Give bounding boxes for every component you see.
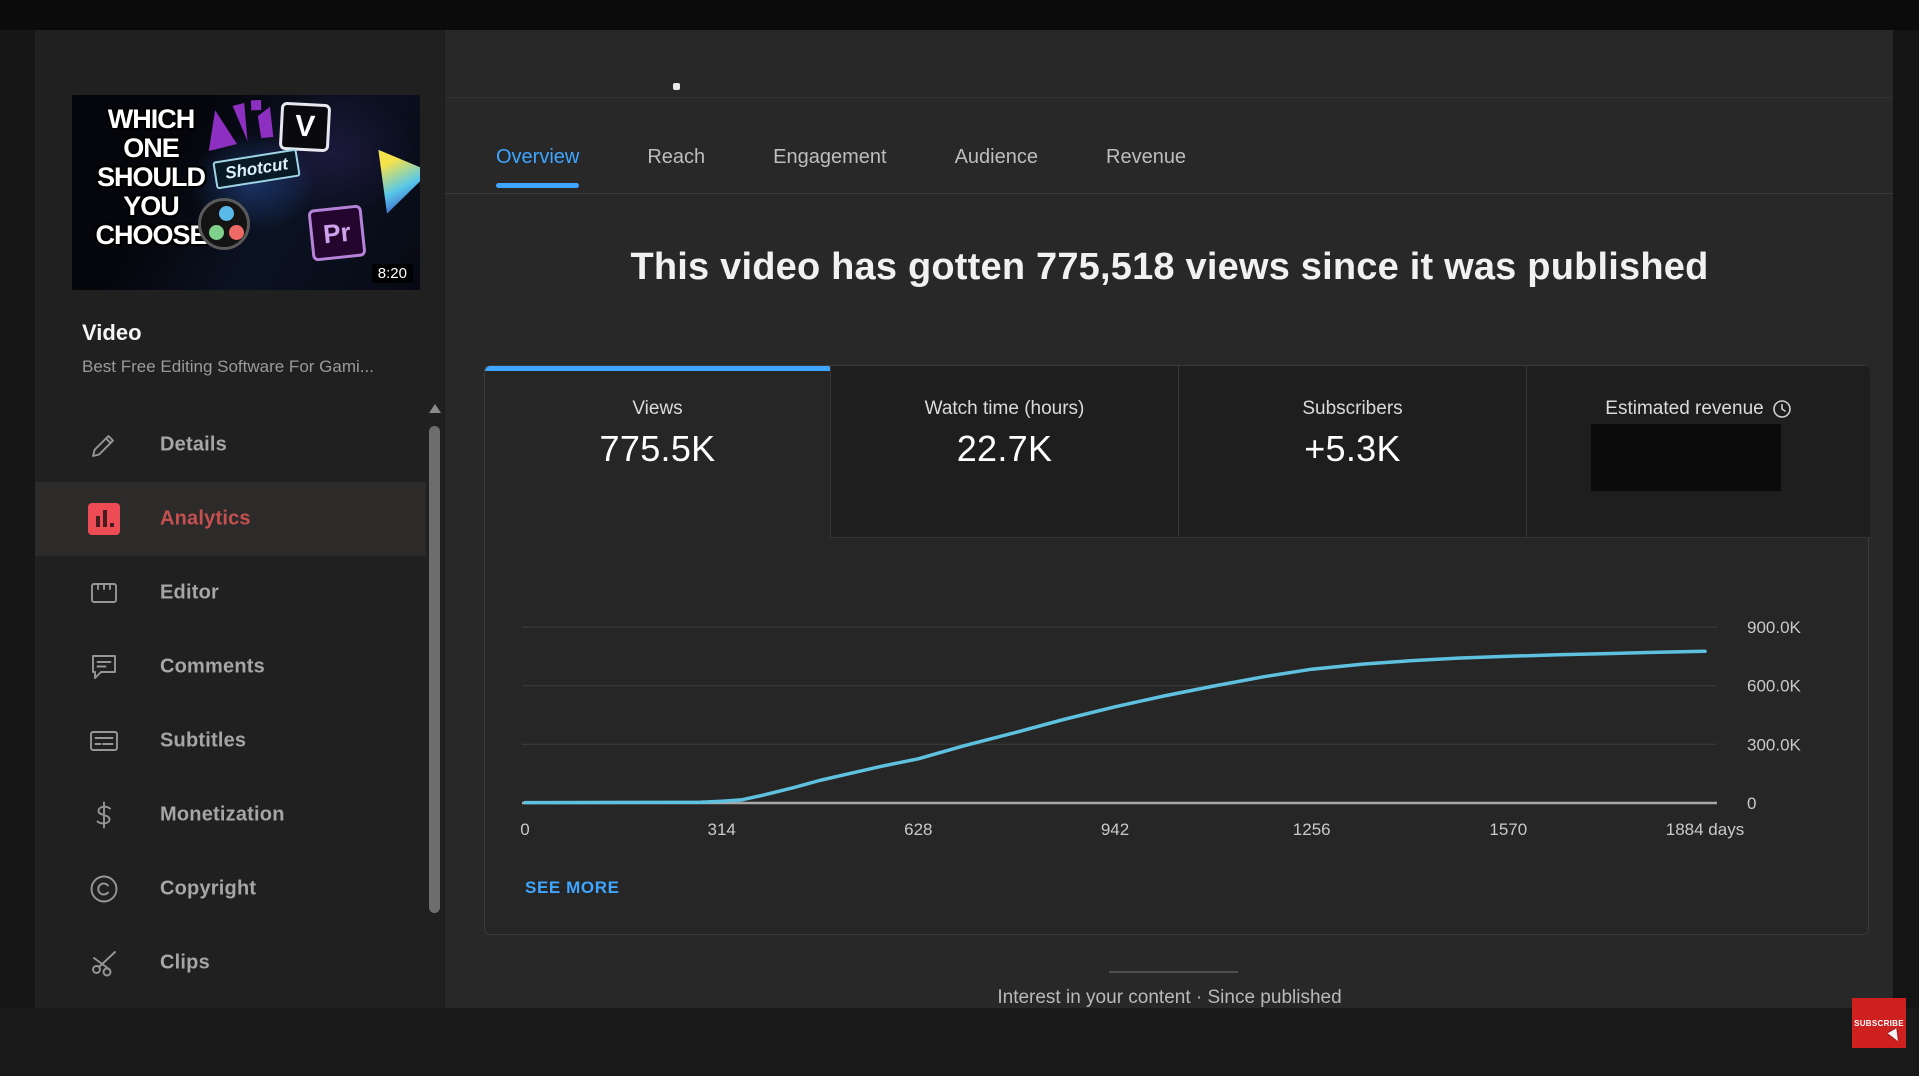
cursor-icon [1887,1028,1903,1044]
thumbnail-text: WHICH ONE SHOULD YOU CHOOSE [86,105,216,250]
letterbox-bottom [0,1008,1919,1076]
sidebar-scrollbar[interactable] [429,426,440,913]
metric-card-estimated-revenue[interactable]: Estimated revenue [1526,366,1870,538]
clipped-title-artifact [673,83,680,90]
tab-audience[interactable]: Audience [954,146,1038,168]
see-more-link[interactable]: SEE MORE [525,878,620,897]
metric-value: 775.5K [599,428,716,469]
thumbnail-text-line: YOU [123,191,180,221]
sidebar-item-label: Subtitles [160,729,247,752]
svg-text:0: 0 [520,820,529,839]
scrollbar-up-arrow-icon[interactable] [429,404,441,413]
thumbnail-text-line: CHOOSE [95,220,207,250]
metric-value: 22.7K [956,428,1053,469]
metric-label: Watch time (hours) [924,398,1085,419]
letterbox-top [0,0,1919,30]
monetization-icon [96,801,111,829]
next-section-title: Interest in your content · Since publish… [997,987,1342,1008]
sidebar-item-monetization[interactable]: Monetization [35,778,426,852]
metric-value: +5.3K [1304,428,1401,469]
tab-overview[interactable]: Overview [496,128,580,188]
sidebar-item-label: Clips [160,951,210,974]
sidebar-item-comments[interactable]: Comments [35,630,426,704]
views-line-chart: 0 300.0K 600.0K 900.0K 0 314 628 942 1256 1570 188… [520,618,1802,839]
sidebar-item-copyright[interactable]: Copyright [35,852,426,926]
sidebar-item-clips[interactable]: Clips [35,926,426,1000]
copyright-icon [90,875,118,903]
avid-logo [194,95,283,165]
sidebar-item-details[interactable]: Details [35,408,426,482]
thumbnail-text-line: ONE [123,133,180,163]
svg-text:300.0K: 300.0K [1747,735,1802,754]
sidebar: WHICH ONE SHOULD YOU CHOOSE V Shotcut [35,30,444,1008]
svg-text:314: 314 [708,820,736,839]
svg-text:0: 0 [1747,794,1756,813]
next-card-divider [1109,971,1238,973]
tab-revenue[interactable]: Revenue [1106,146,1187,168]
letterbox-left [0,30,35,1076]
video-thumbnail: WHICH ONE SHOULD YOU CHOOSE V Shotcut [72,95,420,290]
sidebar-video-title: Best Free Editing Software For Gami... [82,357,374,376]
premiere-pro-logo: Pr [307,204,367,262]
sidebar-item-subtitles[interactable]: Subtitles [35,704,426,778]
tabs-divider [445,193,1894,194]
clips-icon [92,951,116,977]
views-headline: This video has gotten 775,518 views sinc… [630,246,1709,288]
v-editor-logo: V [278,101,332,153]
metric-card-watch-time[interactable]: Watch time (hours) 22.7K [830,366,1178,538]
revenue-redaction-box [1591,424,1781,491]
tab-reach[interactable]: Reach [647,146,706,168]
davinci-resolve-logo [198,198,250,250]
sidebar-item-label: Copyright [160,877,257,900]
vegas-logo [360,150,420,222]
svg-text:1884 days: 1884 days [1666,820,1744,839]
analytics-main: Overview Reach Engagement Audience Reven… [444,30,1894,1010]
video-duration-badge: 8:20 [371,264,413,283]
svg-text:942: 942 [1101,820,1129,839]
subtitles-icon [90,731,118,751]
metric-label: Subscribers [1302,398,1403,419]
header-divider [445,97,1894,98]
sidebar-item-editor[interactable]: Editor [35,556,426,630]
clock-icon [1772,400,1791,418]
overview-panel: 0 300.0K 600.0K 900.0K 0 314 628 942 1256 1570 188… [484,365,1870,935]
sidebar-item-label: Details [160,433,227,456]
subscribe-label: SUBSCRIBE [1854,1018,1904,1028]
sidebar-item-label: Editor [160,581,219,604]
metric-card-views[interactable]: Views 775.5K [485,366,830,538]
sidebar-section-label: Video [82,320,142,345]
svg-text:628: 628 [904,820,932,839]
analytics-icon [88,503,120,535]
sidebar-item-label: Analytics [160,507,251,530]
sidebar-item-label: Comments [160,655,265,678]
letterbox-right [1893,30,1919,1076]
comments-icon [92,655,116,679]
metric-cards: Views 775.5K Watch time (hours) 22.7K Su… [485,366,1870,538]
thumbnail-text-line: SHOULD [97,162,206,192]
sidebar-menu: Details Analytics Editor [35,408,444,1000]
tab-engagement[interactable]: Engagement [773,146,887,168]
subscribe-watermark[interactable]: SUBSCRIBE [1852,998,1906,1048]
editor-icon [91,583,117,603]
analytics-tabs: Overview Reach Engagement Audience Reven… [496,128,1186,188]
metric-label: Estimated revenue [1605,398,1764,419]
sidebar-item-analytics[interactable]: Analytics [35,482,426,556]
sidebar-item-label: Monetization [160,803,285,826]
svg-text:900.0K: 900.0K [1747,618,1802,637]
svg-text:1570: 1570 [1489,820,1527,839]
metric-card-subscribers[interactable]: Subscribers +5.3K [1178,366,1526,538]
metric-label: Views [632,398,683,419]
svg-text:1256: 1256 [1293,820,1331,839]
pencil-icon [92,435,114,457]
thumbnail-text-line: WHICH [107,104,195,134]
svg-text:600.0K: 600.0K [1747,677,1802,696]
